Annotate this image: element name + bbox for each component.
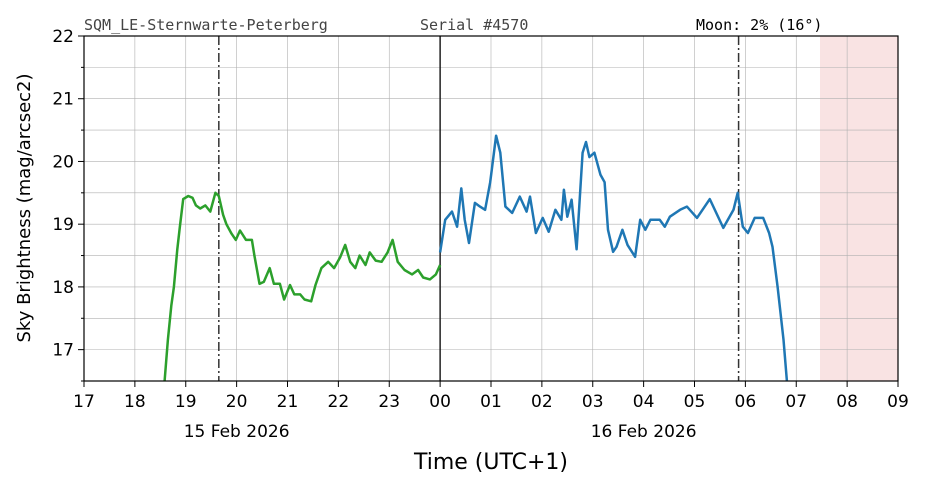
x-tick-label: 18 [124, 392, 146, 412]
x-tick-label: 08 [836, 392, 858, 412]
y-tick-label: 17 [52, 341, 74, 361]
x-tick-label: 01 [480, 392, 502, 412]
moon-info: Moon: 2% (16°) [696, 16, 822, 34]
serial-number: Serial #4570 [420, 16, 528, 34]
date-label: 15 Feb 2026 [184, 422, 290, 442]
date-label: 16 Feb 2026 [591, 422, 697, 442]
y-tick-label: 21 [52, 90, 74, 110]
x-axis-label: Time (UTC+1) [413, 450, 568, 475]
x-tick-label: 22 [328, 392, 350, 412]
x-tick-label: 20 [226, 392, 248, 412]
x-tick-label: 07 [785, 392, 807, 412]
x-tick-label: 17 [73, 392, 95, 412]
y-tick-label: 19 [52, 215, 74, 235]
y-tick-label: 22 [52, 27, 74, 47]
x-tick-label: 06 [735, 392, 757, 412]
series-line-1 [438, 134, 789, 382]
x-tick-label: 23 [378, 392, 400, 412]
series-line-0 [163, 191, 442, 382]
x-tick-label: 09 [887, 392, 909, 412]
x-tick-label: 04 [633, 392, 655, 412]
daylight-region [819, 36, 898, 381]
y-tick-label: 18 [52, 278, 74, 298]
x-tick-label: 00 [429, 392, 451, 412]
x-tick-label: 21 [277, 392, 299, 412]
x-tick-label: 19 [175, 392, 197, 412]
x-tick-label: 03 [582, 392, 604, 412]
station-name: SQM_LE-Sternwarte-Peterberg [84, 16, 328, 34]
x-tick-label: 05 [684, 392, 706, 412]
x-tick-label: 02 [531, 392, 553, 412]
y-tick-label: 20 [52, 152, 74, 172]
y-axis-label: Sky Brightness (mag/arcsec2) [14, 73, 35, 342]
plot-frame [83, 35, 899, 382]
